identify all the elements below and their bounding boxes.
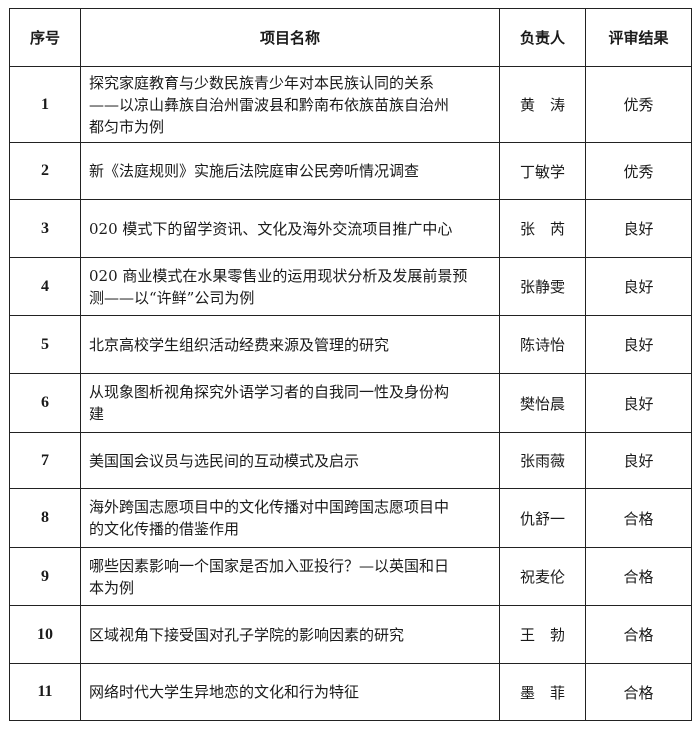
review-result: 合格 xyxy=(585,663,692,721)
table-row: 3 020 模式下的留学资讯、文化及海外交流项目推广中心张 芮良好 xyxy=(9,199,692,258)
review-result: 良好 xyxy=(585,315,692,374)
project-leader: 张 芮 xyxy=(499,199,586,258)
table-row: 2 新《法庭规则》实施后法院庭审公民旁听情况调查 丁敏学 优秀 xyxy=(9,142,692,200)
project-name: 区域视角下接受国对孔子学院的影响因素的研究 xyxy=(80,605,500,664)
table-row: 10 区域视角下接受国对孔子学院的影响因素的研究王 勃合格 xyxy=(9,605,692,664)
table-row: 6 从现象图析视角探究外语学习者的自我同一性及身份构 建樊怡晨 良好 xyxy=(9,373,692,433)
project-name: 从现象图析视角探究外语学习者的自我同一性及身份构 建 xyxy=(80,373,500,433)
review-result: 良好 xyxy=(585,257,692,316)
review-result: 合格 xyxy=(585,605,692,664)
row-number: 2 xyxy=(9,142,81,200)
project-leader: 樊怡晨 xyxy=(499,373,586,433)
row-number: 7 xyxy=(9,432,81,489)
project-leader: 张雨薇 xyxy=(499,432,586,489)
row-number: 5 xyxy=(9,315,81,374)
table-row: 8 海外跨国志愿项目中的文化传播对中国跨国志愿项目中 的文化传播的借鉴作用 仇舒一合… xyxy=(9,488,692,548)
table-row: 7 美国国会议员与选民间的互动模式及启示 张雨薇 良好 xyxy=(9,432,692,489)
row-number: 8 xyxy=(9,488,81,548)
table-row: 9 哪些因素影响一个国家是否加入亚投行？—以英国和日 本为例 祝麦伦 合格 xyxy=(9,547,692,606)
table-row: 11 网络时代大学生异地恋的文化和行为特征墨 菲合格 xyxy=(9,663,692,721)
table-row: 4 020 商业模式在水果零售业的运用现状分析及发展前景预 测——以“许鲜”公司为… xyxy=(9,257,692,316)
header-project-name: 项目名称 xyxy=(80,8,500,67)
row-number: 6 xyxy=(9,373,81,433)
row-number: 1 xyxy=(9,66,81,143)
project-review-table: 序号 项目名称 负责人 评审结果 1 探究家庭教育与少数民族青少年对本民族认同的关… xyxy=(9,8,692,721)
header-number: 序号 xyxy=(9,8,81,67)
project-name: 新《法庭规则》实施后法院庭审公民旁听情况调查 xyxy=(80,142,500,200)
review-result: 合格 xyxy=(585,547,692,606)
project-leader: 黄 涛 xyxy=(499,66,586,143)
project-name: 美国国会议员与选民间的互动模式及启示 xyxy=(80,432,500,489)
project-leader: 张静雯 xyxy=(499,257,586,316)
project-name: 哪些因素影响一个国家是否加入亚投行？—以英国和日 本为例 xyxy=(80,547,500,606)
review-result: 良好 xyxy=(585,373,692,433)
table-row: 1 探究家庭教育与少数民族青少年对本民族认同的关系 ——以凉山彝族自治州雷波县和黔… xyxy=(9,66,692,143)
table-row: 5 北京高校学生组织活动经费来源及管理的研究 陈诗怡 良好 xyxy=(9,315,692,374)
review-result: 优秀 xyxy=(585,66,692,143)
review-result: 合格 xyxy=(585,488,692,548)
project-name: 020 模式下的留学资讯、文化及海外交流项目推广中心 xyxy=(80,199,500,258)
project-name: 北京高校学生组织活动经费来源及管理的研究 xyxy=(80,315,500,374)
project-leader: 墨 菲 xyxy=(499,663,586,721)
header-result: 评审结果 xyxy=(585,8,692,67)
project-name: 探究家庭教育与少数民族青少年对本民族认同的关系 ——以凉山彝族自治州雷波县和黔南… xyxy=(80,66,500,143)
project-name: 020 商业模式在水果零售业的运用现状分析及发展前景预 测——以“许鲜”公司为例 xyxy=(80,257,500,316)
row-number: 10 xyxy=(9,605,81,664)
project-name: 网络时代大学生异地恋的文化和行为特征 xyxy=(80,663,500,721)
project-leader: 王 勃 xyxy=(499,605,586,664)
header-row: 序号 项目名称 负责人 评审结果 xyxy=(9,8,692,67)
row-number: 3 xyxy=(9,199,81,258)
row-number: 4 xyxy=(9,257,81,316)
review-result: 良好 xyxy=(585,432,692,489)
row-number: 9 xyxy=(9,547,81,606)
review-result: 优秀 xyxy=(585,142,692,200)
project-leader: 祝麦伦 xyxy=(499,547,586,606)
review-result: 良好 xyxy=(585,199,692,258)
header-leader: 负责人 xyxy=(499,8,586,67)
project-leader: 丁敏学 xyxy=(499,142,586,200)
project-leader: 仇舒一 xyxy=(499,488,586,548)
row-number: 11 xyxy=(9,663,81,721)
project-leader: 陈诗怡 xyxy=(499,315,586,374)
project-name: 海外跨国志愿项目中的文化传播对中国跨国志愿项目中 的文化传播的借鉴作用 xyxy=(80,488,500,548)
